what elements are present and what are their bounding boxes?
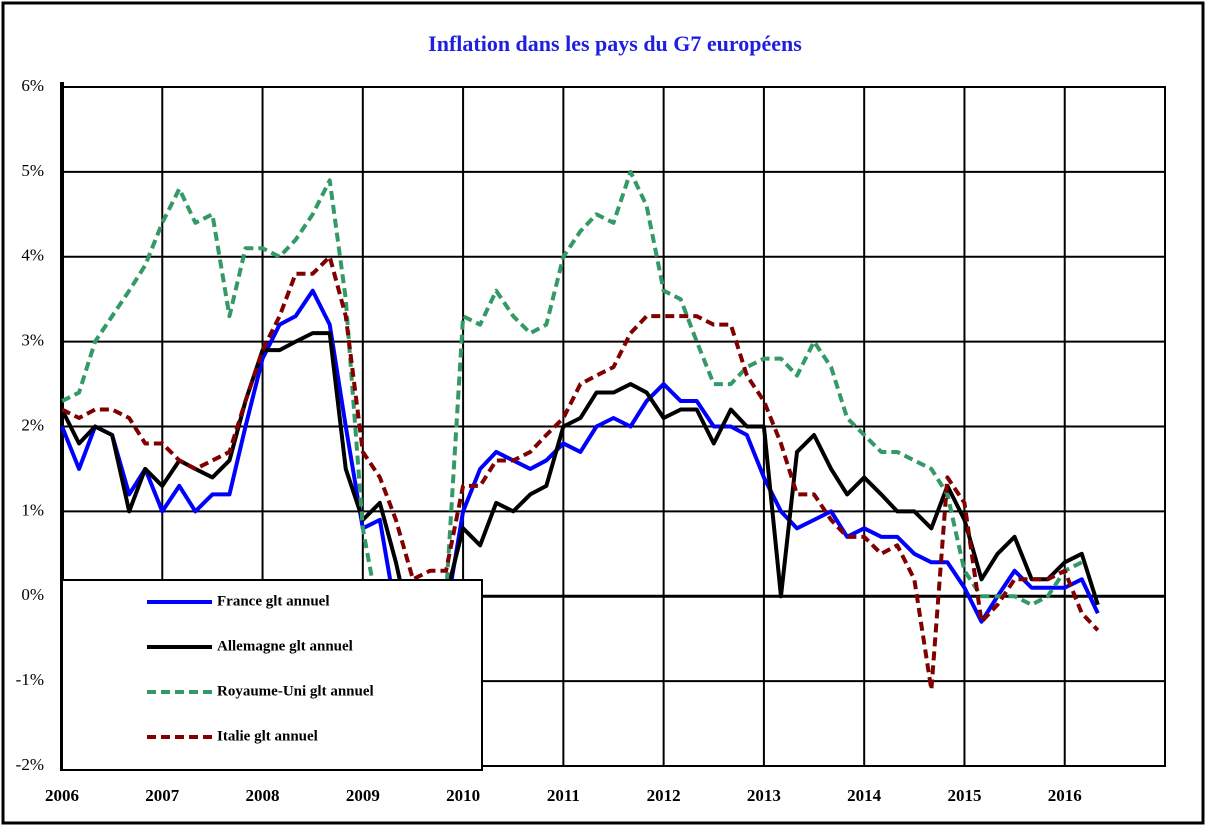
y-tick-label: 3% [21,331,44,350]
x-tick-label: 2010 [446,786,480,805]
y-tick-label: 4% [21,246,44,265]
series-line [61,254,1100,692]
x-tick-label: 2006 [45,786,79,805]
x-tick-label: 2012 [647,786,681,805]
series-line [61,169,1083,641]
y-tick-label: -2% [16,755,44,774]
x-tick-label: 2015 [947,786,981,805]
x-tick-label: 2013 [747,786,781,805]
y-tick-label: 1% [21,500,44,519]
legend-label: Allemagne glt annuel [217,638,353,654]
y-tick-label: 6% [21,76,44,95]
legend-label: Royaume-Uni glt annuel [217,683,374,699]
y-tick-label: -1% [16,670,44,689]
y-tick-label: 2% [21,415,44,434]
y-tick-label: 5% [21,161,44,180]
x-tick-label: 2007 [145,786,180,805]
y-tick-label: 0% [21,585,44,604]
legend-label: Italie glt annuel [217,728,318,744]
x-tick-label: 2011 [547,786,580,805]
x-tick-label: 2009 [346,786,380,805]
chart-title: Inflation dans les pays du G7 européens [428,31,802,56]
legend-box [61,579,483,771]
x-tick-label: 2008 [246,786,280,805]
x-tick-label: 2014 [847,786,882,805]
x-tick-label: 2016 [1048,786,1082,805]
series-line [60,288,1100,658]
legend-label: France glt annuel [217,593,330,609]
